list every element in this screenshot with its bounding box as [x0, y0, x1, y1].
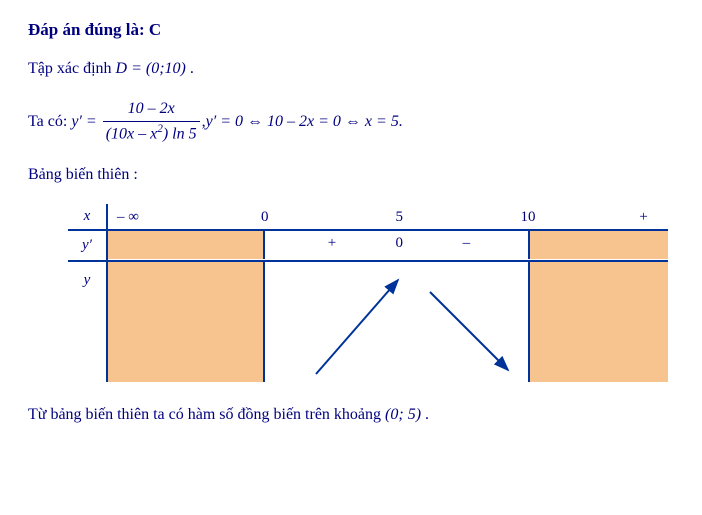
- conclusion-c: .: [425, 406, 429, 423]
- x-val-neg-inf: – ∞: [117, 209, 139, 226]
- arrows-svg: [108, 262, 668, 382]
- conclusion-line: Từ bảng biến thiên ta có hàm số đồng biế…: [28, 404, 674, 426]
- x-values-row: – ∞ 0 5 10 + ∞: [108, 205, 668, 227]
- conclusion-interval: (0; 5): [385, 406, 421, 423]
- yprime-shade-left: [108, 231, 265, 259]
- domain-definition-line: Tập xác định D = (0;10) .: [28, 58, 674, 80]
- den-part-a: (10x – x: [106, 125, 158, 142]
- table-row-x: x – ∞ 0 5 10 + ∞: [68, 204, 668, 229]
- line1-math: D = (0;10): [116, 60, 186, 77]
- variation-table-label: Bảng biến thiên :: [28, 164, 674, 186]
- yprime-label-cell: y′: [68, 231, 108, 260]
- yprime-zero: 0: [395, 235, 403, 252]
- arrow-increasing: [316, 280, 398, 374]
- answer-heading: Đáp án đúng là: C: [28, 20, 674, 40]
- x-label-cell: x: [68, 204, 108, 229]
- y-arrow-zone: [108, 262, 668, 382]
- x-val-5: 5: [395, 209, 403, 226]
- arrow-decreasing: [430, 292, 508, 370]
- derivative-line: Ta có: y′ = 10 – 2x (10x – x2) ln 5 , y′…: [28, 98, 674, 145]
- line1-suffix: .: [190, 60, 194, 77]
- fraction-denominator: (10x – x2) ln 5: [103, 122, 200, 146]
- x-val-0: 0: [261, 209, 269, 226]
- den-part-b: ) ln 5: [163, 125, 197, 142]
- deriv-lhs: y′ =: [71, 111, 96, 133]
- line2-prefix: Ta có:: [28, 111, 67, 133]
- derivative-fraction: 10 – 2x (10x – x2) ln 5: [103, 98, 200, 145]
- deriv-condition: y′ = 0 ⇔ 10 – 2x = 0 ⇔ x = 5.: [206, 111, 403, 133]
- yprime-minus: –: [463, 235, 471, 252]
- yprime-shade-right: [528, 231, 668, 259]
- y-label-cell: y: [68, 262, 108, 382]
- fraction-numerator: 10 – 2x: [103, 98, 200, 121]
- x-val-10: 10: [521, 209, 536, 226]
- conclusion-a: Từ bảng biến thiên ta có hàm số đồng biế…: [28, 406, 385, 423]
- variation-table: x – ∞ 0 5 10 + ∞ y′ + 0 – y: [28, 204, 674, 382]
- yprime-plus: +: [328, 235, 336, 252]
- table-row-y: y: [68, 262, 668, 382]
- line1-prefix: Tập xác định: [28, 60, 116, 77]
- table-row-yprime: y′ + 0 –: [68, 231, 668, 260]
